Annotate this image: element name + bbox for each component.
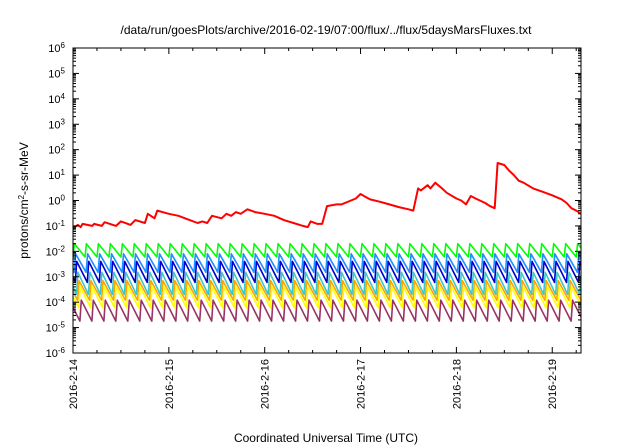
y-tick-label: 105 [48,66,65,81]
y-tick-base: 10 [48,145,60,157]
y-tick-base: 10 [46,272,58,284]
chart-title: /data/run/goesPlots/archive/2016-02-19/0… [121,23,533,37]
y-tick-label: 102 [48,142,65,157]
y-tick-exponent: -4 [58,295,66,304]
y-tick-exponent: -3 [58,269,66,278]
y-tick-label: 10-2 [46,244,66,258]
y-tick-exponent: 5 [61,66,66,75]
x-tick-label: 2016-2-18 [451,359,463,409]
series-line-7 [73,299,581,322]
y-tick-label: 103 [48,117,65,132]
y-tick-label: 101 [48,168,65,183]
series-line-3 [73,260,581,284]
series-line-5 [73,279,581,301]
y-tick-base: 10 [48,94,60,106]
y-tick-labels: 10610510410310210110010-110-210-310-410-… [46,41,66,361]
y-tick-base: 10 [48,43,60,55]
y-tick-exponent: -1 [58,218,66,227]
x-tick-label: 2016-2-19 [547,359,559,409]
x-tick-label: 2016-2-17 [356,359,368,409]
y-tick-label: 100 [48,193,65,208]
y-tick-base: 10 [46,323,58,335]
y-tick-base: 10 [46,297,58,309]
plot-frame [72,47,582,354]
y-tick-label: 10-1 [46,218,66,233]
y-tick-label: 10-5 [46,320,66,335]
y-axis-label: protons/cm2-s-sr-MeV [17,142,32,258]
x-axis-label: Coordinated Universal Time (UTC) [234,431,418,445]
series-line-6 [73,286,581,309]
y-tick-base: 10 [48,68,60,80]
series-layer [73,162,581,322]
x-tick-label: 2016-2-14 [68,359,80,409]
y-tick-base: 10 [46,348,58,360]
y-axis-label-prefix: protons/cm [17,199,31,258]
y-tick-exponent: -5 [58,320,66,329]
y-tick-label: 10-4 [46,295,66,310]
y-tick-base: 10 [48,119,60,131]
y-tick-exponent: -2 [58,244,66,253]
y-tick-label: 106 [48,41,65,56]
y-tick-exponent: -6 [58,346,66,355]
y-tick-label: 104 [48,91,65,106]
series-line-0 [73,162,581,230]
series-line-2 [73,253,581,274]
series-line-4 [73,271,581,296]
y-tick-exponent: 1 [61,168,66,177]
y-tick-base: 10 [46,221,58,233]
y-tick-exponent: 4 [61,91,66,100]
x-tick-labels: 2016-2-14 2016-2-15 2016-2-16 2016-2-17 2016… [68,359,559,409]
y-tick-exponent: 0 [61,193,66,202]
series-line-1 [73,242,581,258]
y-tick-base: 10 [48,196,60,208]
y-tick-label: 10-6 [46,346,66,361]
y-axis-label-suffix: -s-sr-MeV [17,142,31,195]
y-tick-base: 10 [48,170,60,182]
y-tick-label: 10-3 [46,269,66,284]
y-tick-exponent: 3 [61,117,66,126]
y-tick-exponent: 2 [61,142,66,151]
x-tick-label: 2016-2-16 [260,359,272,409]
y-axis-label-superscript: 2 [17,194,26,199]
y-tick-base: 10 [46,246,58,258]
y-tick-exponent: 6 [61,41,66,50]
x-tick-label: 2016-2-15 [164,359,176,409]
